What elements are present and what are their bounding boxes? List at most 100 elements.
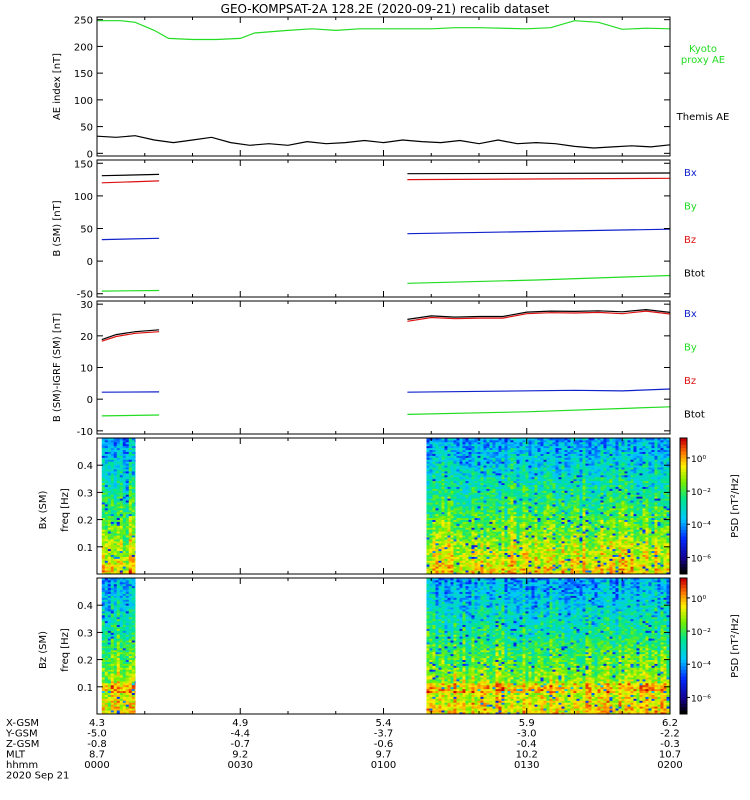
psd-cell — [122, 562, 127, 565]
psd-cell — [122, 570, 127, 573]
psd-cell — [480, 568, 484, 571]
psd-cell — [486, 509, 490, 513]
psd-cell — [468, 498, 472, 501]
psd-cell — [432, 529, 436, 532]
psd-cell — [128, 478, 133, 482]
psd-cell — [450, 531, 454, 534]
psd-cell — [101, 453, 106, 456]
psd-cell — [474, 490, 478, 493]
psd-cell — [465, 521, 469, 524]
psd-cell — [477, 546, 481, 550]
psd-cell — [492, 511, 496, 515]
psd-cell — [125, 521, 130, 524]
psd-cell — [474, 540, 478, 544]
psd-cell — [489, 572, 493, 575]
psd-cell — [501, 449, 505, 452]
psd-cell — [101, 550, 106, 554]
psd-cell — [462, 445, 466, 449]
psd-cell — [477, 486, 481, 489]
psd-cell — [125, 451, 130, 454]
psd-cell — [513, 438, 517, 441]
psd-cell — [510, 546, 514, 550]
psd-cell — [119, 502, 124, 505]
psd-cell — [453, 560, 457, 563]
psd-cell — [474, 523, 478, 526]
psd-cell — [459, 558, 463, 561]
psd-cell — [480, 472, 484, 476]
psd-cell — [444, 443, 448, 447]
psd-cell — [113, 461, 118, 464]
psd-cell — [128, 484, 133, 487]
psd-cell — [122, 507, 127, 511]
psd-cell — [101, 478, 106, 482]
psd-cell — [134, 438, 136, 441]
psd-cell — [468, 439, 472, 443]
psd-cell — [125, 474, 130, 478]
psd-cell — [513, 554, 517, 557]
psd-cell — [492, 471, 496, 474]
psd-cell — [104, 484, 109, 487]
psd-cell — [125, 533, 130, 536]
psd-cell — [134, 523, 136, 526]
psd-cell — [468, 511, 472, 515]
y-tick-label: 100 — [74, 96, 93, 107]
psd-cell — [489, 525, 493, 528]
psd-cell — [510, 562, 514, 565]
psd-cell — [119, 511, 124, 515]
psd-cell — [462, 554, 466, 557]
psd-cell — [513, 484, 517, 487]
psd-cell — [438, 550, 442, 554]
psd-cell — [489, 521, 493, 524]
psd-cell — [453, 496, 457, 499]
psd-cell — [447, 441, 451, 445]
psd-cell — [501, 451, 505, 454]
psd-cell — [450, 443, 454, 447]
psd-cell — [495, 471, 499, 474]
psd-cell — [507, 552, 511, 555]
psd-cell — [510, 459, 514, 462]
psd-cell — [480, 506, 484, 509]
psd-cell — [438, 471, 442, 474]
psd-cell — [444, 527, 448, 530]
psd-cell — [462, 568, 466, 571]
psd-cell — [128, 490, 133, 493]
psd-cell — [513, 500, 517, 503]
psd-cell — [104, 445, 109, 449]
psd-cell — [104, 488, 109, 491]
psd-cell — [498, 527, 502, 530]
psd-cell — [450, 476, 454, 480]
psd-cell — [432, 480, 436, 484]
psd-cell — [498, 544, 502, 548]
psd-cell — [453, 478, 457, 482]
psd-cell — [116, 496, 121, 499]
psd-cell — [453, 490, 457, 493]
psd-cell — [426, 513, 430, 517]
psd-cell — [510, 540, 514, 544]
psd-cell — [507, 476, 511, 480]
psd-cell — [453, 506, 457, 509]
psd-cell — [483, 490, 487, 493]
psd-cell — [119, 471, 124, 474]
psd-cell — [510, 529, 514, 532]
psd-cell — [453, 511, 457, 515]
psd-cell — [507, 560, 511, 563]
psd-cell — [453, 459, 457, 462]
psd-cell — [104, 472, 109, 476]
psd-cell — [462, 544, 466, 548]
psd-cell — [468, 548, 472, 552]
psd-cell — [492, 519, 496, 522]
psd-cell — [453, 546, 457, 550]
psd-cell — [131, 443, 136, 447]
psd-cell — [101, 527, 106, 530]
psd-cell — [465, 519, 469, 522]
psd-cell — [498, 459, 502, 462]
psd-cell — [426, 484, 430, 487]
psd-cell — [438, 488, 442, 491]
psd-cell — [498, 467, 502, 470]
psd-cell — [513, 562, 517, 565]
psd-cell — [459, 523, 463, 526]
psd-cell — [465, 554, 469, 557]
psd-cell — [471, 459, 475, 462]
